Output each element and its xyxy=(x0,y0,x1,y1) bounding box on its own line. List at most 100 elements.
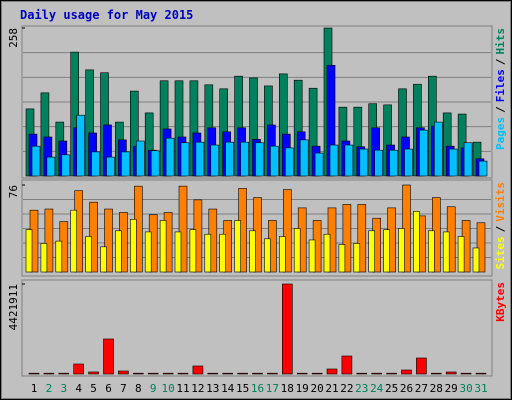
legend-entry: KBytes xyxy=(494,282,507,322)
bar xyxy=(281,283,293,375)
legend: Sites / Visits xyxy=(494,182,507,270)
bar xyxy=(401,369,412,375)
x-tick-label: 27 xyxy=(415,382,428,395)
bar xyxy=(177,372,189,375)
bar xyxy=(359,148,369,177)
x-tick-label: 15 xyxy=(236,382,249,395)
y-tick-label: 258 xyxy=(7,28,20,48)
x-tick-label: 20 xyxy=(310,382,323,395)
bar xyxy=(162,372,174,375)
bar xyxy=(445,371,457,375)
bar xyxy=(174,231,182,273)
bar xyxy=(25,229,33,273)
bar xyxy=(222,372,233,375)
bar xyxy=(357,204,367,273)
x-tick-label: 7 xyxy=(120,382,127,395)
x-tick-label: 2 xyxy=(46,382,53,395)
x-tick-label: 8 xyxy=(135,382,142,395)
bar xyxy=(293,228,301,273)
x-tick-label: 17 xyxy=(266,382,279,395)
bar xyxy=(404,148,413,177)
bar xyxy=(91,151,100,177)
bar xyxy=(356,372,368,375)
bar xyxy=(180,142,190,177)
bar xyxy=(270,145,279,177)
bar xyxy=(88,371,99,375)
bar xyxy=(329,144,339,177)
bar xyxy=(374,149,384,177)
bar xyxy=(371,372,383,375)
x-tick-label: 24 xyxy=(370,382,384,395)
bar xyxy=(121,151,130,177)
x-tick-label: 14 xyxy=(221,382,235,395)
bar xyxy=(207,372,219,375)
legend-entry: Visits xyxy=(494,182,507,222)
bar xyxy=(448,148,458,177)
bar xyxy=(43,372,55,375)
bar xyxy=(386,372,397,375)
legend-separator: / xyxy=(494,106,507,113)
x-tick-label: 10 xyxy=(161,382,174,395)
bar xyxy=(416,357,427,375)
bar xyxy=(433,121,443,177)
bar xyxy=(58,372,70,375)
bar xyxy=(255,142,264,177)
bar xyxy=(398,228,405,273)
x-tick-label: 25 xyxy=(385,382,398,395)
x-tick-label: 26 xyxy=(400,382,413,395)
bar xyxy=(31,145,41,177)
bar xyxy=(478,160,488,177)
bar xyxy=(472,247,480,273)
bar xyxy=(40,243,48,273)
x-tick-label: 1 xyxy=(31,382,38,395)
bar xyxy=(115,230,122,273)
bar xyxy=(70,209,77,273)
bar xyxy=(219,233,226,273)
bar xyxy=(383,229,390,273)
bar xyxy=(344,144,354,177)
bar xyxy=(338,244,346,273)
bar xyxy=(308,239,316,273)
bar xyxy=(103,338,114,375)
bar xyxy=(189,229,197,273)
bar xyxy=(299,139,309,177)
legend-separator: / xyxy=(494,58,507,65)
bar xyxy=(475,372,487,375)
legend: KBytes xyxy=(494,282,507,322)
bar xyxy=(389,149,398,177)
bar xyxy=(460,372,472,375)
bar xyxy=(427,230,435,273)
bar xyxy=(61,154,71,177)
legend-separator: / xyxy=(494,225,507,232)
bar xyxy=(165,137,175,177)
bar xyxy=(73,363,84,375)
x-tick-label: 21 xyxy=(325,382,338,395)
legend: Pages / Files / Hits xyxy=(494,28,507,150)
bar xyxy=(430,372,442,375)
bar xyxy=(159,220,167,273)
bar xyxy=(296,372,308,375)
legend-entry: Files xyxy=(494,69,507,102)
x-tick-label: 3 xyxy=(60,382,67,395)
x-tick-label: 13 xyxy=(206,382,219,395)
bar xyxy=(476,222,486,273)
bar xyxy=(342,204,352,273)
bar xyxy=(192,365,204,375)
bar xyxy=(144,231,152,273)
bar xyxy=(85,236,92,273)
bar xyxy=(225,141,234,177)
bar xyxy=(130,219,137,273)
bar xyxy=(341,355,353,375)
bar xyxy=(252,372,263,375)
y-tick-label: 76 xyxy=(7,185,20,198)
x-tick-label: 19 xyxy=(296,382,309,395)
x-tick-label: 22 xyxy=(340,382,353,395)
bar xyxy=(237,372,248,375)
bar xyxy=(267,372,278,375)
bar xyxy=(413,211,420,273)
bar xyxy=(100,246,107,273)
bar xyxy=(234,220,241,273)
x-tick-label: 29 xyxy=(445,382,458,395)
